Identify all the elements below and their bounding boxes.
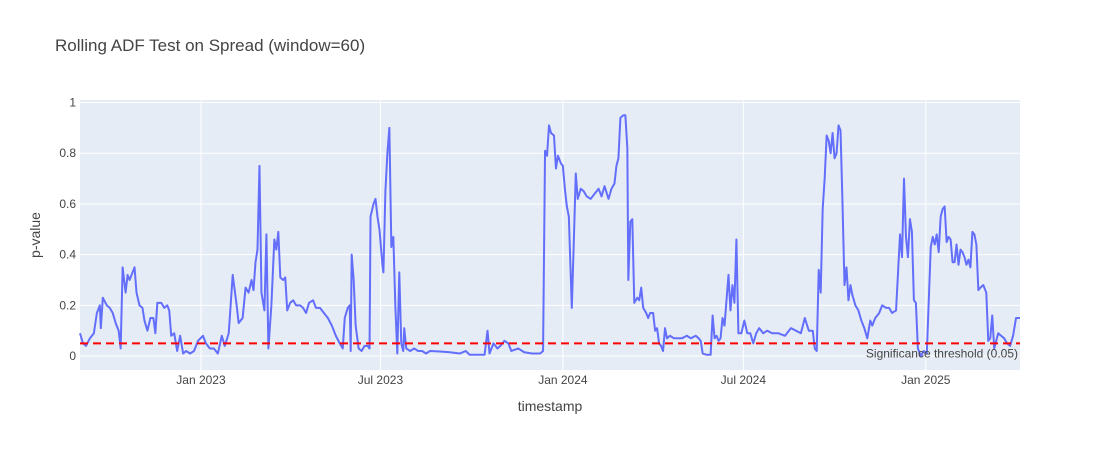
x-axis-title: timestamp (518, 398, 583, 414)
x-tick-label: Jul 2024 (721, 373, 767, 387)
y-tick-label: 0 (69, 349, 76, 363)
y-tick-label: 0.4 (59, 248, 76, 262)
x-tick-label: Jan 2024 (538, 373, 588, 387)
x-tick-label: Jan 2025 (901, 373, 951, 387)
y-tick-label: 0.8 (59, 146, 76, 160)
y-tick-label: 1 (69, 96, 76, 110)
threshold-annotation: Significance threshold (0.05) (866, 346, 1018, 360)
series-line (79, 114, 1020, 358)
plot-area (80, 100, 1020, 370)
x-tick-label: Jan 2023 (176, 373, 226, 387)
chart-title: Rolling ADF Test on Spread (window=60) (55, 36, 365, 55)
grid (80, 100, 1020, 370)
y-axis-title: p-value (27, 212, 43, 258)
x-tick-label: Jul 2023 (358, 373, 404, 387)
y-tick-label: 0.6 (59, 197, 76, 211)
marks (79, 114, 1020, 358)
y-tick-label: 0.2 (59, 298, 76, 312)
